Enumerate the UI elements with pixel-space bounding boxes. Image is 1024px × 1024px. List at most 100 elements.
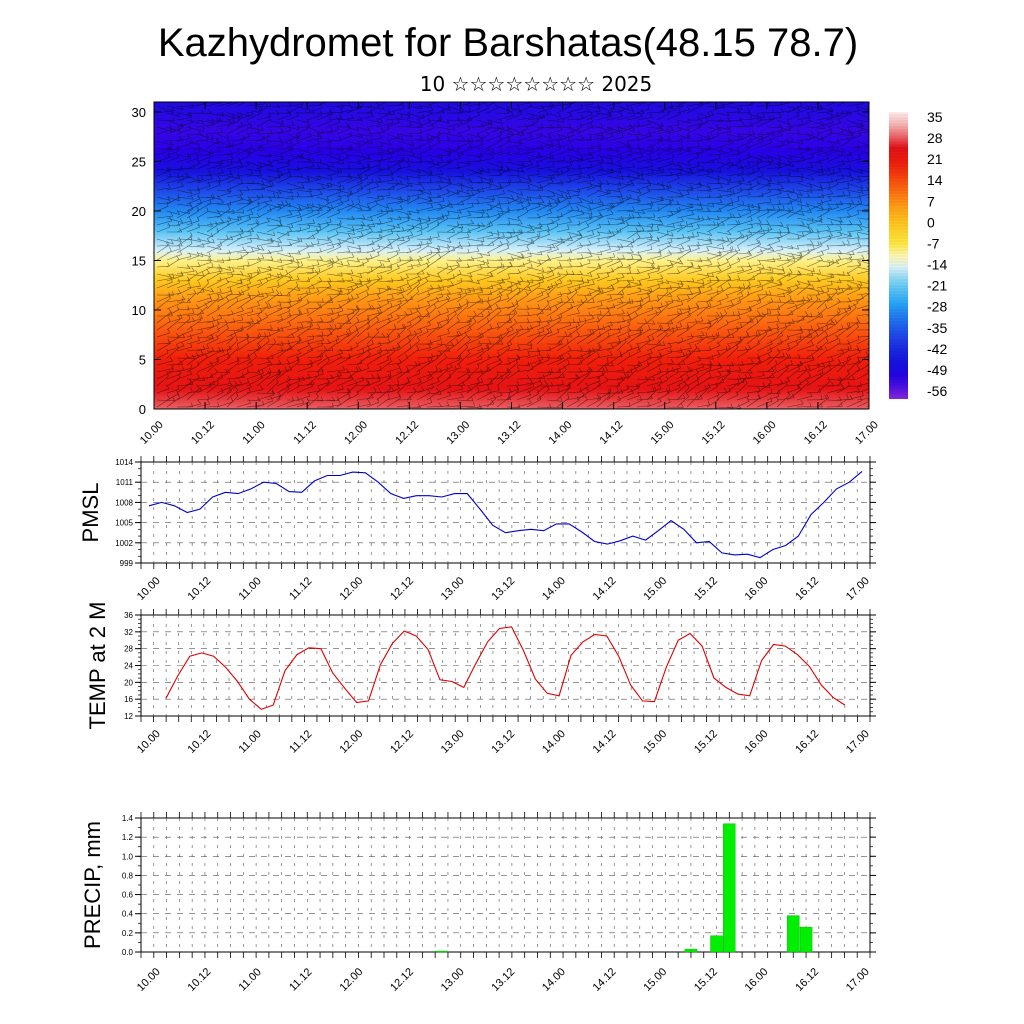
y-axis-label: PMSL xyxy=(78,483,103,543)
x-tick-label: 10.12 xyxy=(186,966,214,994)
colorbar-ramp xyxy=(889,112,908,399)
x-tick-label: 11.12 xyxy=(287,728,314,755)
x-tick-label: 13.12 xyxy=(489,728,517,756)
x-tick-label: 13.12 xyxy=(489,575,517,603)
x-tick-label: 11.12 xyxy=(287,966,314,993)
colorbar-label: -7 xyxy=(927,235,940,251)
x-tick-label: 14.00 xyxy=(546,419,574,447)
x-tick-label: 17.00 xyxy=(844,966,872,994)
x-tick-label: 11.00 xyxy=(240,419,267,446)
x-tick-label: 14.12 xyxy=(598,419,626,447)
colorbar-label: -35 xyxy=(927,320,947,336)
colorbar-label: 35 xyxy=(927,109,943,125)
y-tick-label: 24 xyxy=(124,662,133,671)
x-tick-label: 12.12 xyxy=(388,575,416,603)
y-tick-label: 0.4 xyxy=(122,910,134,919)
y-tick-label: 1.2 xyxy=(122,833,134,842)
x-tick-label: 11.12 xyxy=(287,575,314,602)
cross-section-chart: 0 5 10 15 20 25 30 10.00 10.12 11.00 11.12 12.00 12.… xyxy=(132,101,881,447)
colorbar-label: -14 xyxy=(927,257,947,273)
x-tick-label: 12.00 xyxy=(337,575,365,603)
x-tick-label: 10.00 xyxy=(138,419,166,447)
x-tick-label: 12.00 xyxy=(337,728,365,756)
y-tick-label: 10 xyxy=(132,303,146,318)
x-tick-label: 12.00 xyxy=(337,966,365,994)
x-tick-label: 15.12 xyxy=(700,419,728,447)
colorbar-label: -49 xyxy=(927,362,947,378)
precip-bar xyxy=(435,950,448,953)
y-tick-label: 0.6 xyxy=(122,891,134,900)
y-tick-label: 32 xyxy=(124,628,133,637)
y-axis-label: PRECIP, mm xyxy=(80,821,105,949)
x-tick-label: 16.12 xyxy=(793,575,821,603)
colorbar-label: 14 xyxy=(927,172,943,188)
x-tick-label: 14.00 xyxy=(540,728,568,756)
y-tick-label: 12 xyxy=(124,712,133,721)
x-tick-label: 13.00 xyxy=(439,966,467,994)
colorbar-label: 28 xyxy=(927,130,943,146)
x-tick-label: 10.00 xyxy=(135,728,163,756)
y-tick-label: 20 xyxy=(124,678,133,687)
x-tick-label: 12.12 xyxy=(388,966,416,994)
precip-bar xyxy=(787,915,800,953)
series-line xyxy=(165,626,846,710)
temperature-colorbar: 35 28 21 14 7 0 -7 -14 -21 -28 -35 -42 -49 -56 xyxy=(889,109,947,399)
wind-barbs xyxy=(156,102,869,409)
temp-2m-chart: 12 16 20 24 28 32 36 10.00 10.12 11.00 11.12 12.00 1… xyxy=(85,602,876,756)
precip-bar xyxy=(684,948,698,953)
x-tick-label: 15.00 xyxy=(641,575,669,603)
x-tick-label: 13.12 xyxy=(489,966,517,994)
y-tick-label: 1014 xyxy=(115,458,133,467)
y-tick-label: 0.2 xyxy=(122,929,134,938)
x-tick-label: 16.00 xyxy=(743,966,771,994)
y-tick-label: 1005 xyxy=(115,519,133,528)
precip-bar xyxy=(723,823,736,953)
x-tick-label: 11.12 xyxy=(291,419,318,446)
colorbar-label: 7 xyxy=(927,193,935,209)
y-tick-label: 1002 xyxy=(115,539,133,548)
series-line xyxy=(148,470,863,559)
pmsl-chart: 999 1002 1005 1008 1011 1014 10.00 10.12 11.00 11… xyxy=(78,456,876,603)
x-tick-label: 14.12 xyxy=(591,966,619,994)
x-tick-label: 16.00 xyxy=(743,728,771,756)
x-tick-label: 12.12 xyxy=(393,419,421,447)
y-tick-label: 25 xyxy=(132,154,146,169)
x-tick-label: 16.12 xyxy=(802,419,830,447)
x-tick-label: 14.00 xyxy=(540,966,568,994)
x-tick-label: 13.00 xyxy=(439,575,467,603)
x-tick-label: 16.00 xyxy=(743,575,771,603)
x-tick-label: 10.12 xyxy=(189,419,217,447)
x-tick-label: 16.12 xyxy=(793,728,821,756)
x-tick-label: 10.12 xyxy=(186,728,214,756)
x-tick-label: 15.00 xyxy=(649,419,677,447)
precip-bar xyxy=(710,935,723,953)
x-tick-label: 10.00 xyxy=(135,966,163,994)
page-subtitle: 10 ☆☆☆☆☆☆☆☆ 2025 xyxy=(420,72,653,96)
y-tick-label: 1011 xyxy=(116,478,134,487)
x-tick-label: 14.12 xyxy=(591,728,619,756)
x-tick-label: 10.00 xyxy=(135,575,163,603)
colorbar-label: -56 xyxy=(927,383,947,399)
y-tick-label: 1008 xyxy=(115,498,133,507)
y-tick-label: 15 xyxy=(132,253,146,268)
x-tick-label: 14.12 xyxy=(591,575,619,603)
colorbar-label: 21 xyxy=(927,151,943,167)
colorbar-label: -42 xyxy=(927,341,947,357)
x-tick-label: 17.00 xyxy=(844,575,872,603)
x-tick-label: 13.00 xyxy=(444,419,472,447)
x-tick-label: 15.12 xyxy=(692,728,720,756)
page-title: Kazhydromet for Barshatas(48.15 78.7) xyxy=(158,21,858,65)
y-tick-label: 5 xyxy=(139,352,146,367)
y-tick-label: 999 xyxy=(120,559,134,568)
y-tick-label: 0.0 xyxy=(122,948,134,957)
y-tick-label: 36 xyxy=(124,611,133,620)
y-tick-label: 0 xyxy=(139,402,146,417)
y-tick-label: 0.8 xyxy=(122,871,134,880)
x-tick-label: 12.00 xyxy=(342,419,370,447)
x-tick-label: 13.12 xyxy=(495,419,523,447)
y-tick-label: 1.4 xyxy=(122,814,134,823)
x-tick-label: 13.00 xyxy=(439,728,467,756)
x-tick-label: 11.00 xyxy=(236,575,263,602)
colorbar-label: -28 xyxy=(927,299,947,315)
